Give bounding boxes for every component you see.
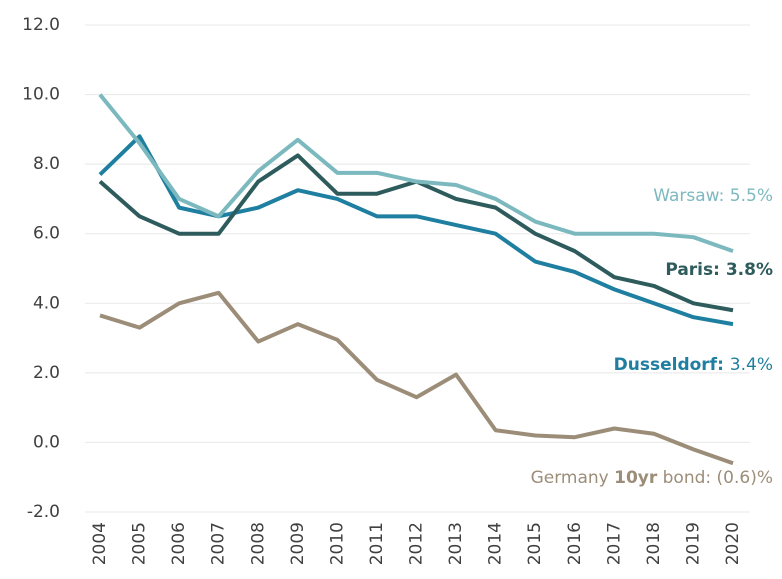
value-label: 3.4% — [730, 355, 773, 375]
x-tick-label: 2014 — [486, 522, 506, 565]
y-tick-label: 10.0 — [22, 85, 60, 105]
x-tick-label: 2006 — [169, 522, 189, 565]
series-line — [98, 93, 734, 253]
y-tick-label: 0.0 — [33, 432, 60, 452]
series-line — [99, 290, 734, 466]
value-label: 3.8% — [726, 260, 773, 280]
y-tick-label: 4.0 — [33, 293, 60, 313]
series-name: Warsaw: — [653, 186, 730, 206]
series-line — [98, 134, 734, 327]
y-tick-label: 12.0 — [22, 15, 60, 35]
x-tick-label: 2012 — [407, 522, 427, 565]
x-tick-label: 2009 — [288, 522, 308, 565]
value-label: 5.5% — [730, 186, 773, 206]
series-name: Germany — [531, 468, 615, 488]
x-tick-label: 2016 — [565, 522, 585, 565]
series-name: 10yr — [614, 468, 658, 488]
series-label: Warsaw: 5.5% — [653, 186, 773, 206]
x-tick-label: 2015 — [525, 522, 545, 565]
x-tick-label: 2011 — [367, 522, 387, 565]
series-label: Paris: 3.8% — [665, 260, 773, 280]
x-tick-label: 2013 — [446, 522, 466, 565]
series-name: Dusseldorf: — [614, 355, 730, 375]
y-tick-label: 6.0 — [33, 224, 60, 244]
value-label: (0.6)% — [717, 468, 773, 488]
x-tick-label: 2020 — [723, 522, 743, 565]
series-name: bond: — [657, 468, 716, 488]
x-tick-label: 2005 — [130, 522, 150, 565]
y-tick-label: 8.0 — [33, 154, 60, 174]
series-name: Paris: — [665, 260, 726, 280]
x-tick-label: 2019 — [683, 522, 703, 565]
x-tick-label: 2018 — [644, 522, 664, 565]
x-tick-label: 2017 — [604, 522, 624, 565]
series-label: Dusseldorf: 3.4% — [614, 355, 773, 375]
y-tick-label: -2.0 — [27, 502, 60, 522]
x-tick-label: 2010 — [327, 522, 347, 565]
x-tick-label: 2004 — [90, 522, 110, 565]
y-tick-label: 2.0 — [33, 363, 60, 383]
series-label: Germany 10yr bond: (0.6)% — [531, 468, 773, 488]
x-tick-label: 2007 — [209, 522, 229, 565]
x-tick-label: 2008 — [248, 522, 268, 565]
